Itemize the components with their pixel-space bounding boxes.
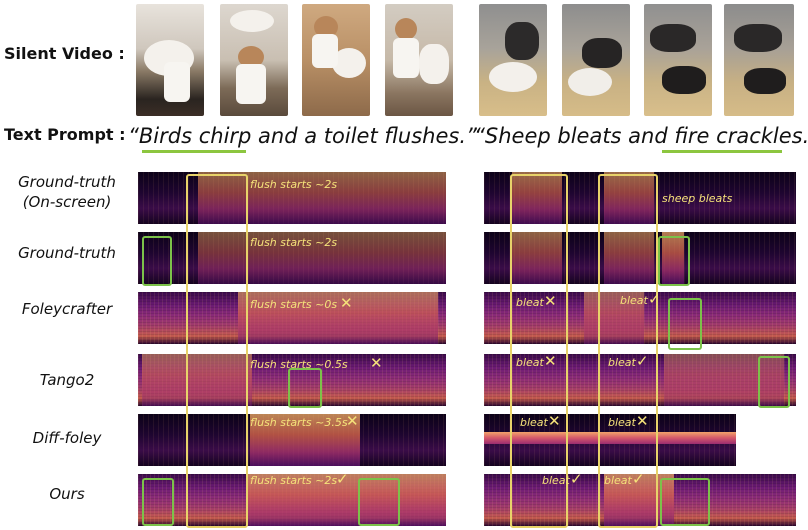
anno-right-row2-a: bleat	[516, 296, 544, 309]
green-box-left-gt	[142, 236, 172, 286]
highlight-box-right-bleat-2	[598, 174, 658, 528]
check-mark-right-row3-b: ✓	[636, 352, 649, 370]
video-frame-sheep-3	[644, 4, 712, 116]
video-frame-sheep-4	[724, 4, 794, 116]
video-frame-toilet-1	[136, 4, 204, 116]
highlight-box-right-bleat-1	[510, 174, 568, 528]
video-frame-sheep-1	[479, 4, 547, 116]
spectrogram-left-gt-onscreen	[138, 172, 446, 224]
anno-right-row5-b: bleat	[604, 474, 632, 487]
row-label-foleycrafter: Foleycrafter	[21, 300, 113, 318]
anno-left-row3: flush starts ~0.5s	[250, 358, 348, 371]
green-box-left-ours-2	[358, 478, 400, 526]
prompt-left: “Birds chirp and a toilet flushes.”	[128, 124, 477, 148]
spectrogram-right-ours	[484, 474, 796, 526]
check-mark-right-row5-a: ✓	[570, 470, 583, 488]
row-label-tango2: Tango2	[39, 371, 95, 389]
row-label-diff-foley: Diff-foley	[32, 429, 102, 447]
green-box-right-gt	[658, 236, 690, 286]
check-mark-right-row2-b: ✓	[648, 290, 661, 308]
anno-right-row3-a: bleat	[516, 356, 544, 369]
spectrogram-left-gt	[138, 232, 446, 284]
anno-right-row4-a: bleat	[520, 416, 548, 429]
cross-mark-left-row4: ✕	[346, 412, 359, 430]
video-frame-toilet-3	[302, 4, 370, 116]
spectrogram-right-gt	[484, 232, 796, 284]
anno-left-row2: flush starts ~0s	[250, 298, 338, 311]
anno-left-row0: flush starts ~2s	[250, 178, 338, 191]
green-box-left-ours-1	[142, 478, 174, 526]
spectrogram-right-foleycrafter	[484, 292, 796, 344]
cross-mark-right-row2-a: ✕	[544, 292, 557, 310]
prompt-right-highlight: fire crackles	[674, 124, 803, 148]
prompt-right-underline	[662, 150, 782, 153]
row-label-ground-truth-onscreen: Ground-truth (On-screen)	[18, 173, 116, 211]
green-box-right-foleycrafter	[668, 298, 702, 350]
prompt-right: “Sheep bleats and fire crackles.”	[474, 124, 808, 148]
anno-left-row5: flush starts ~2s	[250, 474, 338, 487]
anno-right-row5-a: bleat	[542, 474, 570, 487]
silent-video-label: Silent Video :	[4, 44, 125, 63]
highlight-box-left-flush	[186, 174, 248, 528]
cross-mark-left-row2: ✕	[340, 294, 353, 312]
row-label-ground-truth: Ground-truth	[18, 244, 116, 262]
anno-right-row2-b: bleat	[620, 294, 648, 307]
prompt-left-underline	[142, 150, 246, 153]
cross-mark-right-row3-a: ✕	[544, 352, 557, 370]
text-prompt-label: Text Prompt :	[4, 125, 126, 144]
video-frame-toilet-2	[220, 4, 288, 116]
spectrogram-left-diff-foley	[138, 414, 446, 466]
anno-right-row0: sheep bleats	[662, 192, 733, 205]
check-mark-right-row5-b: ✓	[632, 470, 645, 488]
anno-left-row4: flush starts ~3.5s	[250, 416, 348, 429]
anno-left-row1: flush starts ~2s	[250, 236, 338, 249]
check-mark-left-row5: ✓	[336, 470, 349, 488]
video-frame-toilet-4	[385, 4, 453, 116]
green-box-left-tango2	[288, 368, 322, 408]
cross-mark-right-row4-a: ✕	[548, 412, 561, 430]
video-frame-sheep-2	[562, 4, 630, 116]
spectrogram-left-tango2	[138, 354, 446, 406]
cross-mark-right-row4-b: ✕	[636, 412, 649, 430]
row-label-ours: Ours	[49, 485, 85, 503]
spectrogram-right-tango2	[484, 354, 796, 406]
cross-mark-left-row3: ✕	[370, 354, 383, 372]
anno-right-row3-b: bleat	[608, 356, 636, 369]
green-box-right-tango2	[758, 356, 790, 408]
spectrogram-right-gt-onscreen	[484, 172, 796, 224]
prompt-left-highlight: Birds chirp	[138, 124, 252, 148]
spectrogram-left-ours	[138, 474, 446, 526]
anno-right-row4-b: bleat	[608, 416, 636, 429]
spectrogram-right-diff-foley	[484, 414, 736, 466]
spectrogram-left-foleycrafter	[138, 292, 446, 344]
green-box-right-ours	[660, 478, 710, 526]
